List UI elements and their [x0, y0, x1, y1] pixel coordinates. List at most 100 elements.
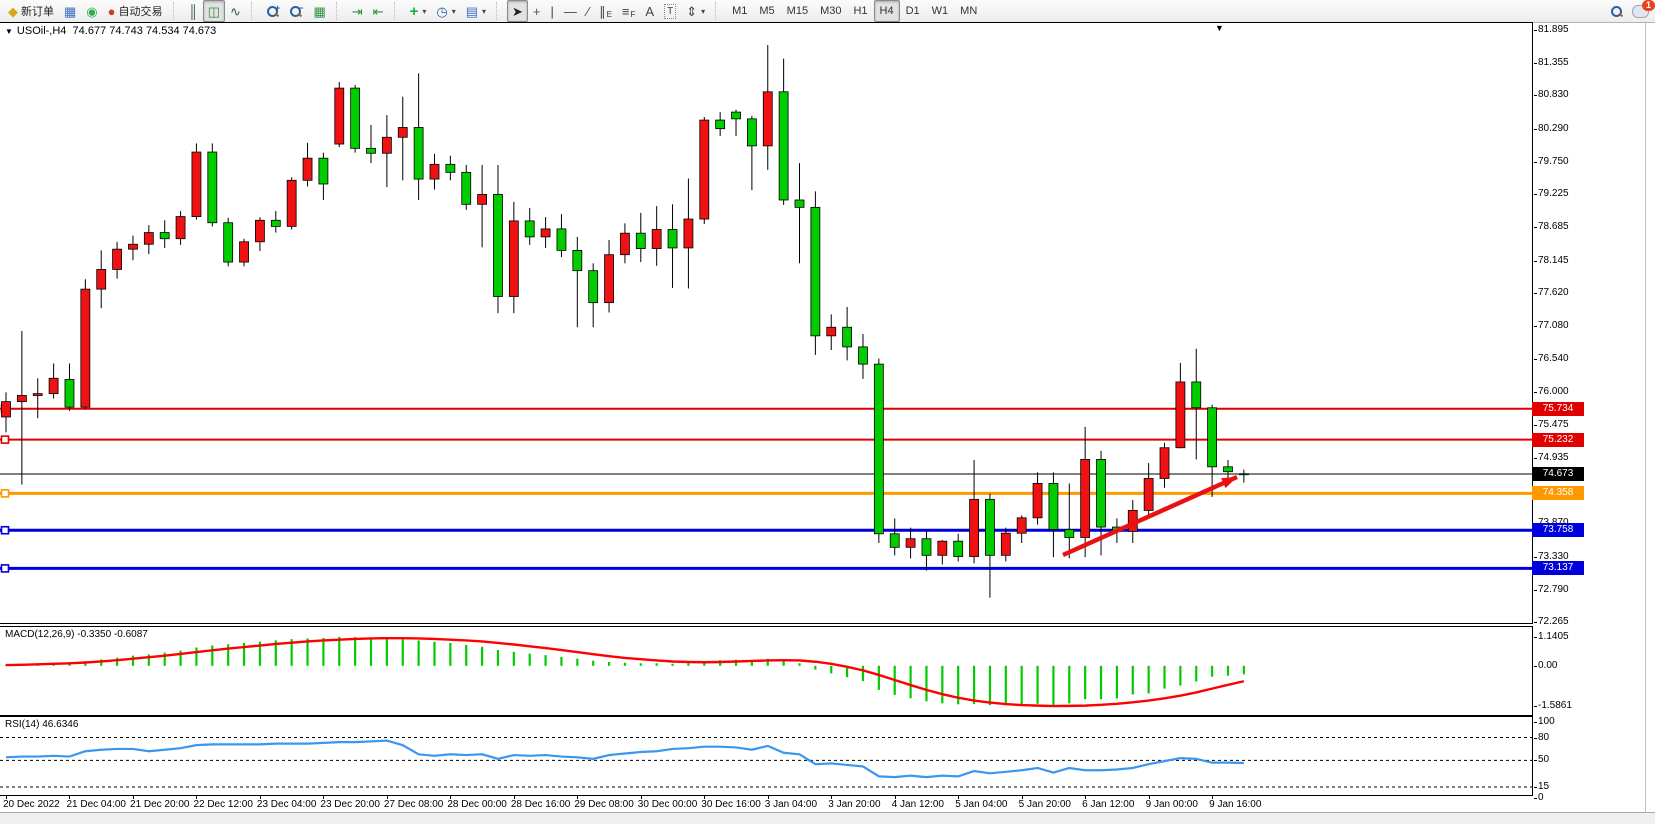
axis-tick	[1534, 787, 1537, 788]
timeframe-w1[interactable]: W1	[931, 5, 949, 17]
toolbar-separator	[250, 2, 257, 20]
macd-signal-line	[5, 636, 1245, 708]
new-order-button[interactable]: ◆ 新订单	[3, 0, 59, 22]
horizontal-line-button[interactable]: —	[559, 0, 582, 22]
time-label-12: 3 Jan 04:00	[764, 799, 818, 810]
macd-pane[interactable]: MACD(12,26,9) -0.3350 -0.6087	[0, 626, 1533, 716]
scroll-group: ⇥ ⇤	[344, 0, 392, 22]
rsi-pane[interactable]: RSI(14) 46.6346	[0, 716, 1533, 796]
data-window-icon-button[interactable]: ▦	[59, 0, 81, 22]
axis-tick	[1534, 63, 1537, 65]
signal-icon-button[interactable]: ◉	[81, 0, 102, 22]
candle-body	[207, 151, 218, 224]
axis-tick	[1534, 292, 1537, 294]
candle-body	[715, 119, 726, 130]
macd-plot[interactable]	[0, 627, 1532, 715]
symbol-dropdown-icon[interactable]: ▼	[5, 26, 13, 36]
chat-badge: 1	[1642, 0, 1655, 11]
chart-shift-button[interactable]: ⇥	[347, 0, 368, 22]
level-handle[interactable]	[0, 489, 10, 498]
new-order-button-label: 新订单	[21, 6, 54, 18]
chat-icon[interactable]: 1	[1632, 0, 1655, 18]
toolbar: ◆ 新订单 ▦ ◉ ● 自动交易 ║ ◫ ∿ + − ▦ ⇥ ⇤ + ▾ ◷ ▾ ▤ ▾ ➤ + | — ∕ ∥ E ≡ F A T ⇕ ▾ M1…	[0, 0, 1655, 23]
vertical-line-icon: |	[550, 3, 554, 19]
price-tick-74.935: 74.935	[1534, 452, 1569, 463]
timeframe-mn[interactable]: MN	[960, 5, 978, 17]
line-chart-button[interactable]: ∿	[225, 0, 246, 22]
timeframe-h4[interactable]: H4	[873, 0, 900, 22]
templates-button[interactable]: ▤ ▾	[461, 0, 491, 22]
order-group: ◆ 新订单 ▦ ◉ ● 自动交易	[0, 0, 171, 22]
crosshair-button[interactable]: +	[528, 0, 546, 22]
axis-tick	[1534, 622, 1537, 624]
candle-body	[794, 199, 805, 208]
zoom-out-button[interactable]: −	[285, 0, 308, 22]
timeframe-m5[interactable]: M5	[759, 5, 775, 17]
candle-body	[191, 151, 202, 217]
time-label-18: 9 Jan 00:00	[1145, 799, 1198, 810]
axis-tick	[1534, 706, 1537, 708]
axis-tick	[1534, 760, 1537, 762]
cursor-button[interactable]: ➤	[507, 0, 528, 22]
text-button[interactable]: A	[640, 0, 659, 22]
tile-windows-button[interactable]: ▦	[308, 0, 330, 22]
search-icon[interactable]	[1611, 5, 1622, 17]
time-axis[interactable]: 20 Dec 2022 21 Dec 04:00 21 Dec 20:00 22 De…	[0, 795, 1533, 812]
trend-arrow[interactable]	[1062, 474, 1238, 558]
timeframe-m15[interactable]: M15	[786, 5, 809, 17]
trend-arrow-line[interactable]	[1062, 474, 1238, 558]
add-indicator-button[interactable]: + ▾	[405, 0, 432, 22]
auto-scroll-button[interactable]: ⇤	[368, 0, 389, 22]
candle-body	[96, 269, 107, 290]
channel-icon: ∥	[599, 3, 606, 19]
timeframe-d1[interactable]: D1	[905, 5, 920, 17]
auto-trading-button[interactable]: ● 自动交易	[103, 0, 168, 22]
cursor-icon: ➤	[512, 3, 523, 19]
candle-body	[255, 219, 265, 243]
macd-histogram	[4, 636, 1245, 706]
timeframe-m1[interactable]: M1	[732, 5, 748, 17]
auto-trading-button-label: 自动交易	[118, 6, 163, 18]
channel-button[interactable]: ∥ E	[594, 0, 617, 22]
candle-body	[413, 127, 424, 180]
fibonacci-button[interactable]: ≡ F	[617, 0, 640, 22]
candle-body	[778, 91, 789, 201]
periods-button[interactable]: ◷ ▾	[431, 0, 460, 22]
time-label-3: 22 Dec 12:00	[193, 799, 253, 810]
candle-body	[1223, 466, 1233, 473]
candlestick-plot[interactable]	[0, 23, 1532, 623]
timeframe-m30[interactable]: M30	[820, 5, 842, 17]
candle-body	[1048, 482, 1059, 530]
crosshair-icon: +	[532, 3, 541, 19]
level-lines[interactable]	[0, 404, 1532, 573]
time-label-7: 28 Dec 00:00	[447, 799, 507, 810]
candlestick-chart-button[interactable]: ◫	[202, 0, 226, 22]
time-tick	[323, 795, 325, 799]
timeframe-h1[interactable]: H1	[853, 5, 868, 17]
rsi-plot[interactable]	[0, 717, 1532, 795]
candle-body	[1032, 482, 1043, 519]
price-axis[interactable]: 81.895 81.355 80.830 80.290 79.750 79.225 78.6…	[1532, 23, 1653, 812]
zoom-out-icon	[290, 5, 302, 17]
level-handle[interactable]	[0, 564, 10, 573]
candle-body	[873, 363, 884, 535]
candle-body	[969, 498, 979, 557]
rsi-tick-100: 100	[1534, 716, 1555, 727]
price-tick-80.290: 80.290	[1534, 123, 1569, 134]
axis-tick	[1534, 260, 1537, 262]
level-handle[interactable]	[0, 525, 10, 535]
level-handle[interactable]	[0, 435, 10, 444]
zoom-in-button[interactable]: +	[262, 0, 285, 22]
chart-type-group: ║ ◫ ∿	[181, 0, 249, 22]
price-tick-81.355: 81.355	[1534, 57, 1569, 68]
bar-chart-button[interactable]: ║	[184, 0, 203, 22]
arrows-button[interactable]: ⇕ ▾	[681, 0, 710, 22]
label-button[interactable]: T	[659, 0, 681, 22]
time-tick	[196, 795, 198, 799]
time-tick	[132, 795, 134, 799]
time-label-16: 5 Jan 20:00	[1018, 799, 1071, 810]
vertical-line-button[interactable]: |	[546, 0, 559, 22]
trendline-button[interactable]: ∕	[582, 0, 594, 22]
main-chart-pane[interactable]: ▼ USOil-,H4 74.677 74.743 74.534 74.673 …	[0, 22, 1533, 624]
chart-shift-marker[interactable]: ▼	[1215, 23, 1224, 33]
